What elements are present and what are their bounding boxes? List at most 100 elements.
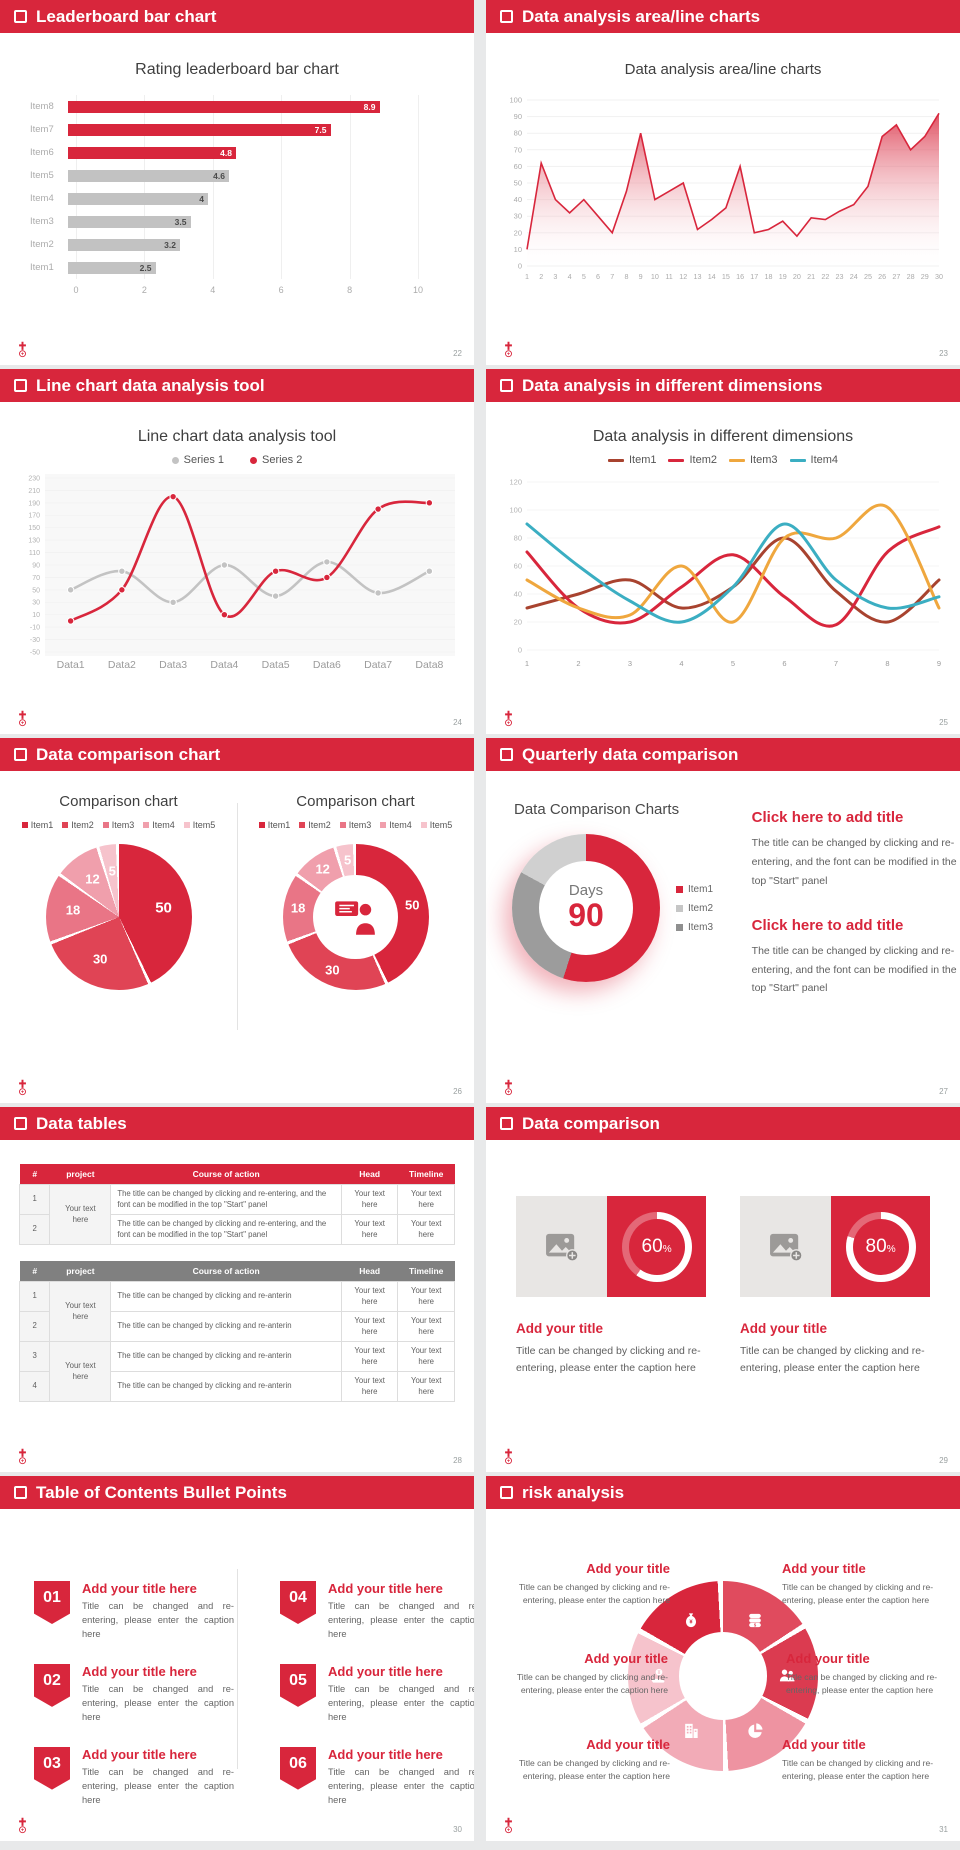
y-tick-label: 100: [509, 96, 522, 105]
square-bullet-icon: [500, 1117, 513, 1130]
slice-value-label: 30: [325, 962, 340, 978]
data-point-marker: [169, 492, 177, 501]
pie-half: Comparison chart Item1 Item2 Item3 Item4 Ite…: [0, 793, 237, 990]
row-number-cell: 3: [18, 1341, 51, 1373]
toc-text: Add your title here Title can be changed …: [82, 1581, 234, 1642]
x-tick-label: Data8: [415, 659, 443, 671]
square-bullet-icon: [500, 748, 513, 761]
text-block: Click here to add title The title can be…: [751, 916, 957, 999]
progress-ring: 60%: [621, 1211, 692, 1282]
legend-marker: [380, 822, 387, 828]
x-tick-label: 10: [412, 285, 424, 295]
table-row: 2 The title can be changed by clicking an…: [18, 1311, 455, 1343]
y-tick-label: 80: [514, 129, 522, 138]
y-tick-label: 30: [32, 600, 40, 607]
y-tick-label: 40: [514, 589, 522, 598]
head-cell: Your text here: [340, 1281, 399, 1313]
x-tick-label: 20: [793, 272, 801, 281]
x-tick-label: 2: [576, 659, 580, 668]
page-number: 24: [453, 718, 462, 727]
block-body: The title can be changed by clicking and…: [751, 944, 957, 995]
data-point-marker: [425, 567, 434, 575]
legend-marker: [607, 458, 624, 462]
toc-number-badge: 04: [280, 1581, 316, 1624]
head-cell: Your text here: [340, 1341, 399, 1373]
risk-item-caption: Title can be changed by clicking and re-…: [518, 1758, 670, 1782]
series-line-item1: [525, 536, 941, 624]
toc-item: 02 Add your title here Title can be change…: [34, 1663, 234, 1725]
y-tick-label: 60: [514, 561, 522, 570]
line-chart-svg: -50 -30 -10 10 30 50 70 90 110 130 150 170 190 210 230…: [28, 474, 455, 671]
slide-toc-bullets: Table of Contents Bullet Points 01 Add yo…: [0, 1476, 474, 1841]
risk-wheel: $ ¥ ¥: [628, 1581, 818, 1771]
toc-item-title: Add your title here: [328, 1746, 443, 1762]
y-tick-label: 100: [509, 505, 522, 514]
toc-number-badge: 06: [280, 1746, 316, 1790]
timeline-cell: Your text here: [397, 1371, 455, 1403]
x-tick-label: 5: [731, 659, 735, 668]
risk-text-item: Add your title Title can be changed by cl…: [782, 1561, 934, 1608]
legend-item: Item5: [183, 820, 215, 830]
slide-header: Data comparison chart: [0, 738, 474, 771]
x-axis: 0 2 4 6 8 10: [73, 285, 423, 299]
comparison-halves: Comparison chart Item1 Item2 Item3 Item4 Ite…: [0, 793, 474, 1030]
slice-value-label: 30: [92, 951, 108, 967]
legend-marker: [183, 822, 190, 828]
data-point-marker: [323, 558, 331, 566]
y-tick-label: 110: [29, 550, 40, 557]
toc-item: 04 Add your title here Title can be change…: [280, 1581, 474, 1642]
slide-header-title: Data tables: [36, 1113, 127, 1133]
area-fill: [527, 113, 939, 266]
table-row: 3 Your text here The title can be changed …: [18, 1341, 455, 1403]
page-number: 27: [939, 1087, 948, 1096]
legend-item: Item4: [789, 454, 838, 466]
toc-number-badge: 01: [34, 1581, 70, 1624]
y-tick-label: 20: [514, 228, 522, 237]
x-tick-label: Data6: [313, 659, 341, 671]
cross-emblem-icon: [505, 341, 512, 358]
column-header: project: [49, 1164, 111, 1185]
toc-item-caption: Title can be changed and re-entering, pl…: [82, 1766, 234, 1805]
project-cell: Your text here: [49, 1341, 112, 1403]
y-tick-label: 10: [32, 612, 40, 619]
legend-label: Item1: [688, 883, 714, 895]
pie-chart: 50 30 18 12 5: [45, 844, 192, 990]
bar-track: 4.6: [68, 169, 418, 182]
risk-item-caption: Title can be changed by clicking and re-…: [518, 1582, 670, 1606]
x-tick-label: 9: [937, 659, 941, 668]
bar-track: 7.5: [68, 123, 418, 136]
donut-half: Comparison chart Item1 Item2 Item3 Item4 Ite…: [237, 793, 474, 990]
slide-header: Table of Contents Bullet Points: [0, 1476, 474, 1509]
x-tick-label: 12: [679, 272, 687, 281]
toc-item-caption: Title can be changed and re-entering, pl…: [82, 1601, 234, 1639]
timeline-cell: Your text here: [397, 1214, 455, 1246]
legend-item: Item3: [339, 820, 371, 830]
slide-header-title: Line chart data analysis tool: [36, 375, 265, 395]
head-cell: Your text here: [340, 1311, 399, 1343]
column-header: #: [19, 1261, 50, 1282]
square-bullet-icon: [500, 10, 513, 23]
gridline: [281, 95, 283, 279]
slide-header-title: Data comparison chart: [36, 744, 221, 764]
gridline: [76, 95, 77, 279]
cross-emblem-icon: [19, 1079, 26, 1096]
toc-text: Add your title here Title can be changed …: [328, 1664, 474, 1725]
square-bullet-icon: [14, 748, 27, 761]
table-row: 1 Your text here The title can be changed …: [18, 1183, 455, 1246]
column-header: Course of action: [110, 1261, 342, 1282]
toc-item: 05 Add your title here Title can be change…: [280, 1663, 474, 1725]
bar: 2.5: [68, 261, 156, 274]
area-chart: 0 10 20 30 40 50 60 70 80 90 100 1 2 3 4 5 6 7 8 9 10 11 12 13 1…: [486, 86, 960, 317]
y-tick-label: 70: [32, 575, 40, 582]
block-title: Click here to add title: [751, 916, 904, 934]
legend-label: Series 1: [183, 454, 224, 466]
column-header: #: [19, 1164, 50, 1185]
bar-category-label: Item5: [30, 170, 54, 181]
data-point-marker: [323, 573, 331, 582]
page-number: 26: [453, 1087, 462, 1096]
data-point-marker: [374, 505, 382, 513]
donut-panel: Data Comparison Charts Days 90 Item1 Item…: [512, 797, 752, 1024]
course-cell: The title can be changed by clicking and…: [110, 1311, 342, 1343]
